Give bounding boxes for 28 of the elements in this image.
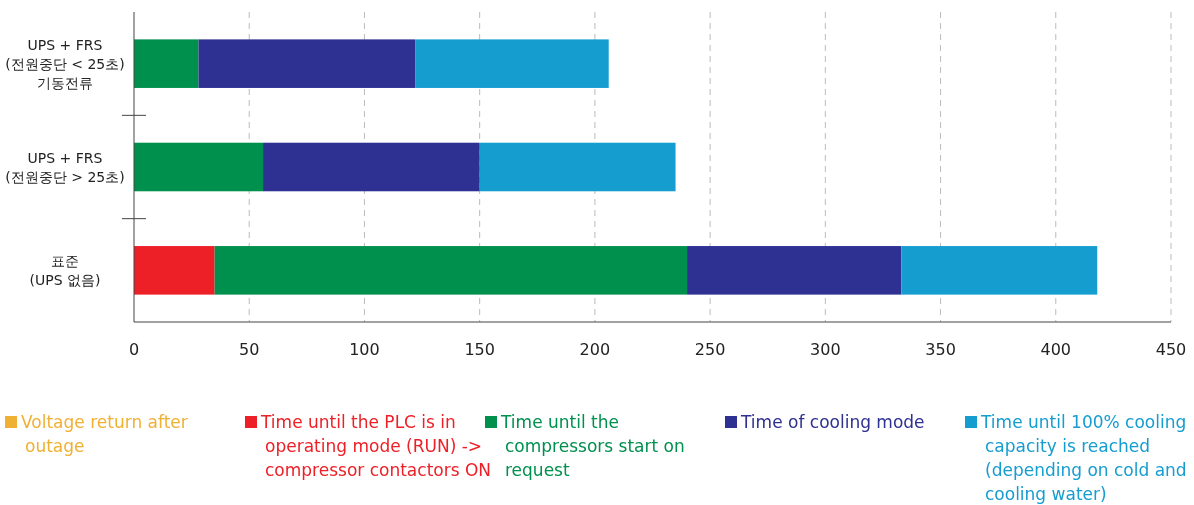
bar xyxy=(134,246,215,295)
bar xyxy=(263,142,480,192)
y-tick-label: UPS + FRS (전원중단 > 25초) xyxy=(5,149,125,185)
bar xyxy=(198,39,416,88)
y-tick-label: UPS + FRS (전원중단 < 25초) 기동전류 xyxy=(5,36,125,91)
x-tick-label: 350 xyxy=(925,340,956,359)
bar xyxy=(687,246,902,295)
bar xyxy=(415,39,609,88)
bar xyxy=(134,39,199,88)
legend-label: Time of cooling mode xyxy=(740,412,925,432)
legend-label: Time until the PLC is in operating mode (RUN) -> compressor contactors ON xyxy=(260,412,492,480)
x-tick-label: 300 xyxy=(810,340,841,359)
legend-label: Time until the compressors start on request xyxy=(500,412,685,480)
x-tick-label: 50 xyxy=(239,340,260,359)
x-tick-label: 0 xyxy=(128,340,140,359)
bar xyxy=(134,142,264,192)
x-tick-label: 100 xyxy=(349,340,380,359)
x-tick-label: 450 xyxy=(1155,340,1187,359)
x-tick-label: 250 xyxy=(694,340,726,359)
x-tick-label: 200 xyxy=(579,340,611,359)
x-tick-label: 400 xyxy=(1040,340,1072,359)
bar xyxy=(901,246,1098,295)
bar xyxy=(479,142,676,192)
x-tick-label: 150 xyxy=(464,340,495,359)
legend-label: Voltage return after outage xyxy=(21,412,188,456)
y-tick-label: 표준 (UPS 없음) xyxy=(29,252,101,288)
legend-label: Time until 100% cooling capacity is reached (depending on cold and cooling water) xyxy=(980,412,1187,504)
bar xyxy=(214,246,688,295)
